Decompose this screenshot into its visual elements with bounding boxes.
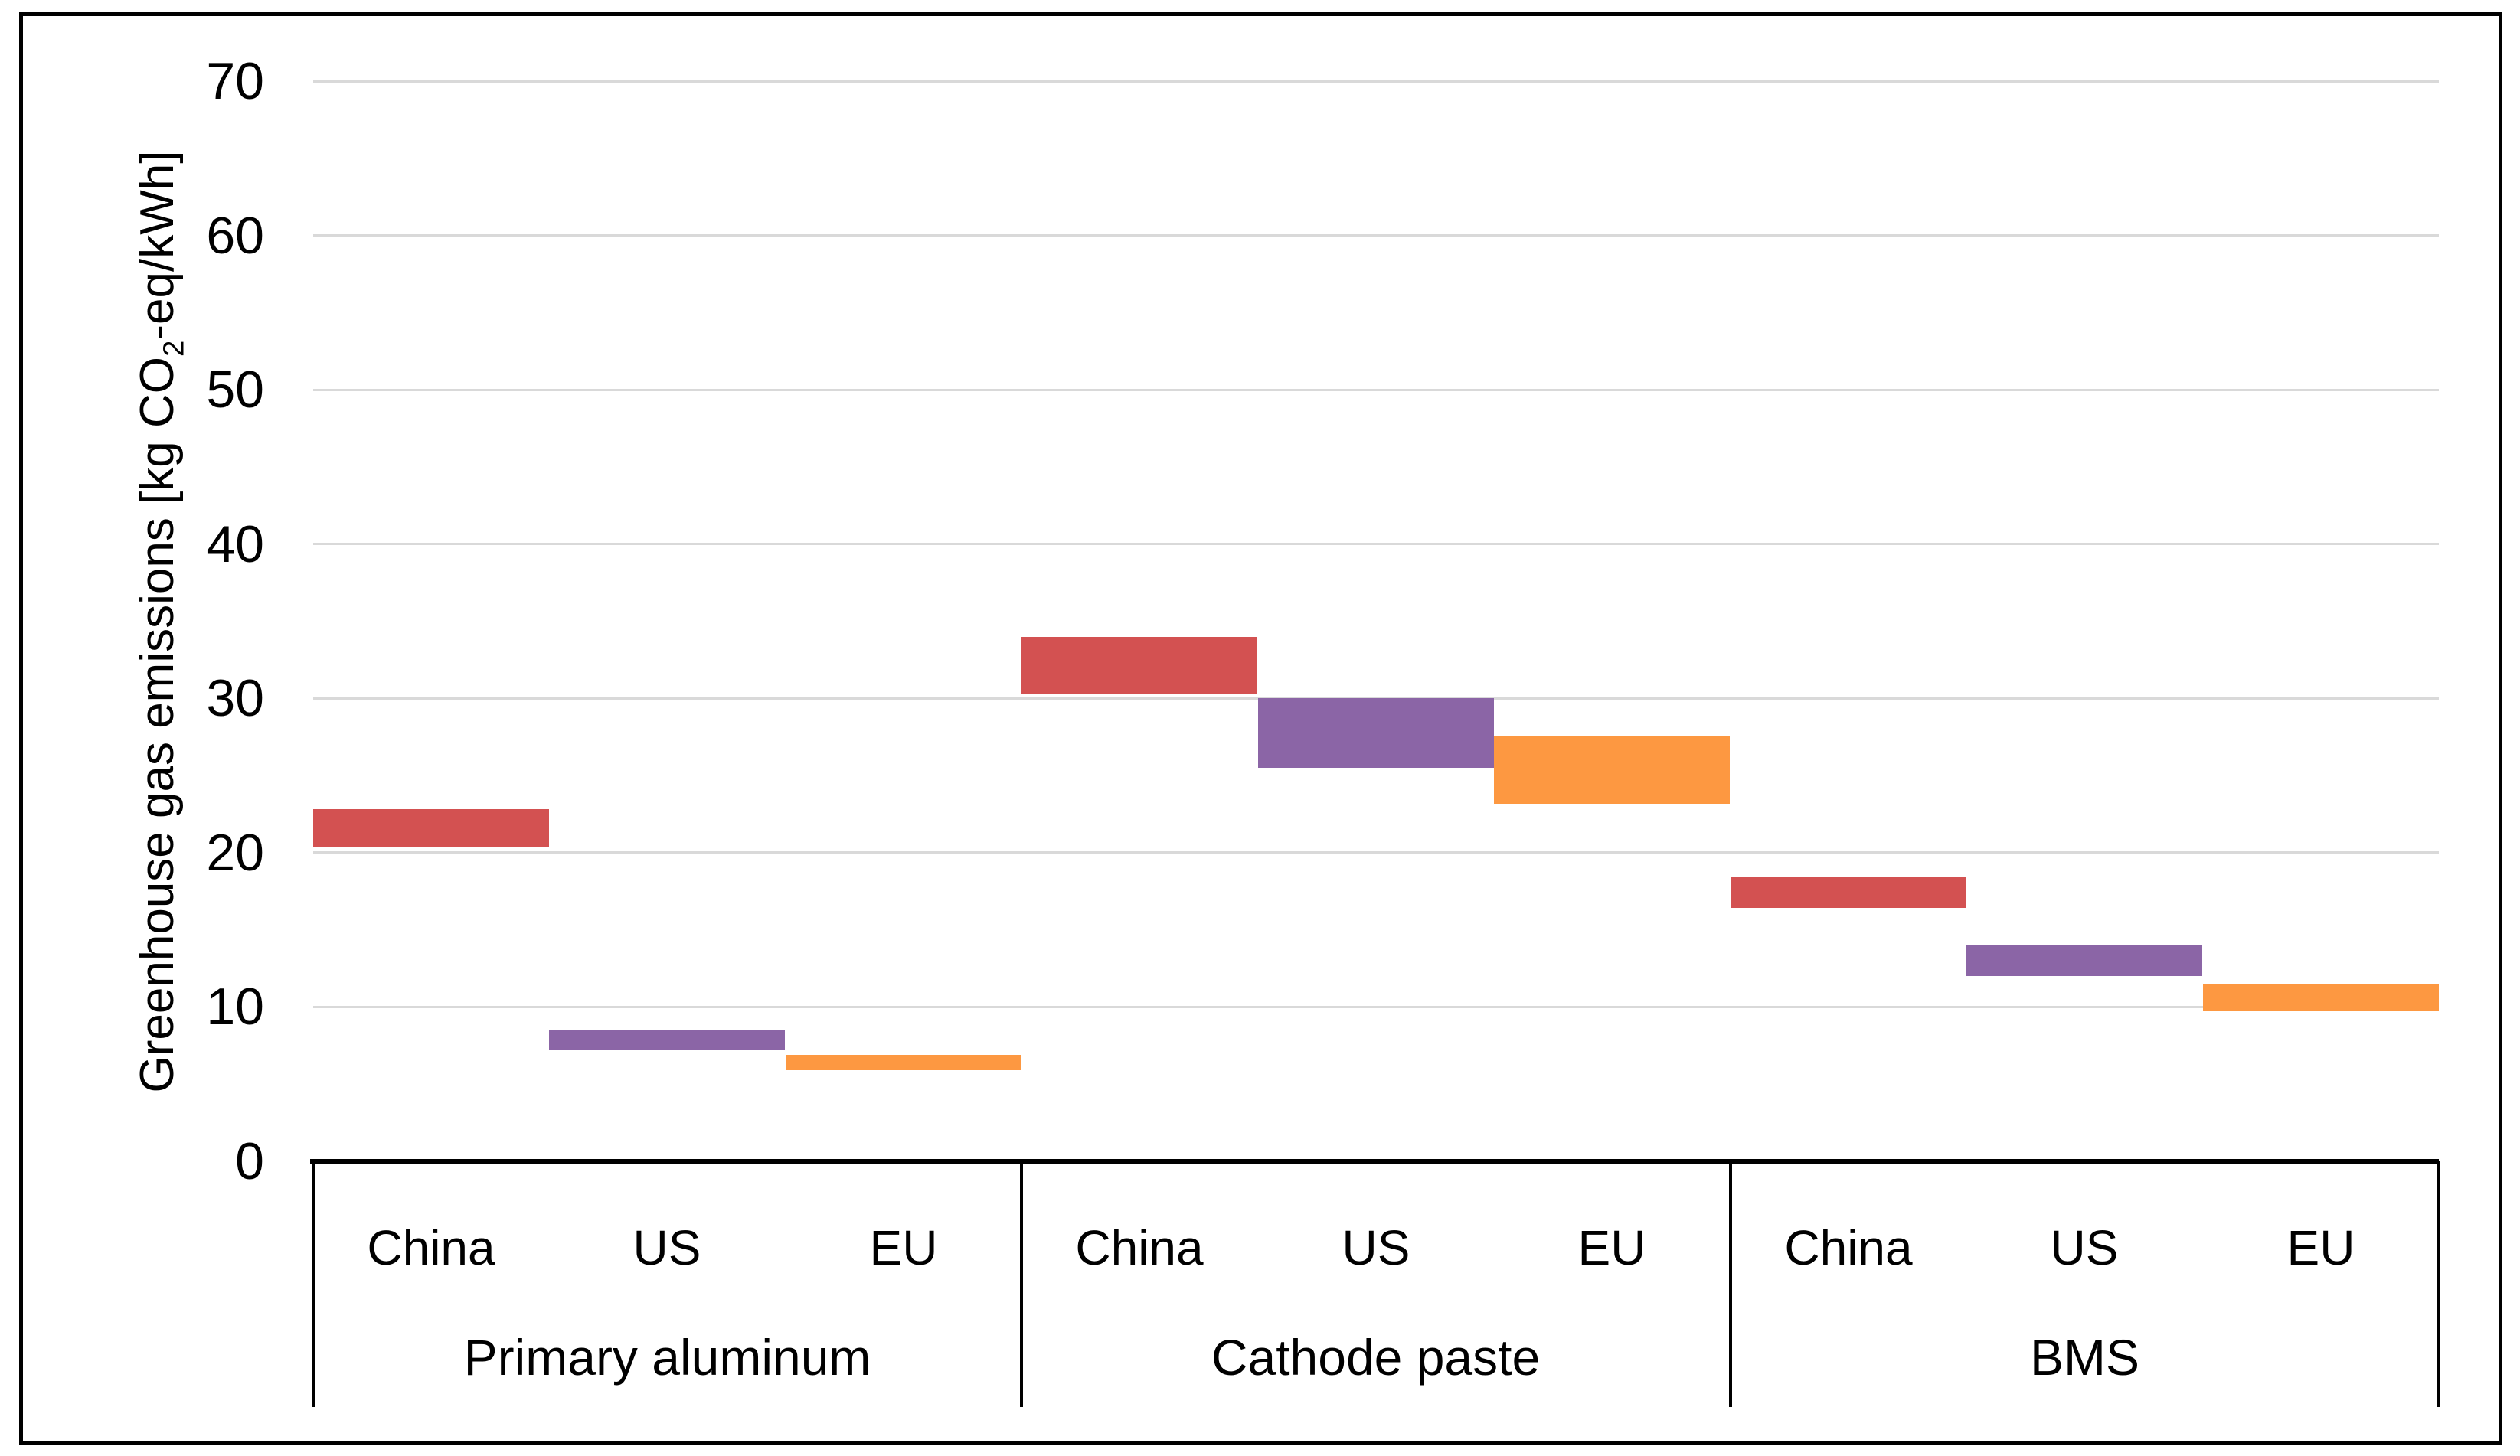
bar-cathode-paste-china [1021, 637, 1257, 694]
x-category-label-primary-aluminum-china: China [367, 1220, 495, 1275]
gridline-40 [313, 543, 2439, 545]
gridline-20 [313, 851, 2439, 854]
bar-cathode-paste-eu [1494, 736, 1730, 804]
y-tick-label-20: 20 [206, 824, 264, 882]
x-category-label-primary-aluminum-eu: EU [869, 1220, 938, 1275]
y-tick-label-10: 10 [206, 978, 264, 1036]
bar-primary-aluminum-us [549, 1030, 785, 1050]
category-box-divider-3 [2437, 1161, 2440, 1407]
y-tick-label-60: 60 [206, 207, 264, 265]
x-category-label-cathode-paste-china: China [1075, 1220, 1204, 1275]
gridline-70 [313, 80, 2439, 83]
x-category-label-cathode-paste-eu: EU [1577, 1220, 1646, 1275]
chart-outer-border [19, 12, 2502, 1445]
bar-primary-aluminum-eu [786, 1055, 1021, 1070]
bar-cathode-paste-us [1258, 698, 1494, 768]
category-box-divider-0 [312, 1161, 315, 1407]
x-group-label-cathode-paste: Cathode paste [1211, 1329, 1541, 1386]
y-tick-label-50: 50 [206, 361, 264, 419]
y-tick-label-70: 70 [206, 52, 264, 110]
bar-bms-china [1731, 877, 1966, 908]
gridline-60 [313, 234, 2439, 237]
bar-bms-eu [2203, 984, 2439, 1011]
bar-bms-us [1966, 945, 2202, 976]
gridline-10 [313, 1006, 2439, 1008]
x-category-label-bms-eu: EU [2286, 1220, 2355, 1275]
y-tick-label-30: 30 [206, 669, 264, 727]
y-axis-title-subscript: 2 [157, 340, 191, 357]
x-category-label-primary-aluminum-us: US [632, 1220, 701, 1275]
y-tick-label-40: 40 [206, 515, 264, 573]
category-box-divider-1 [1020, 1161, 1023, 1407]
bar-primary-aluminum-china [313, 809, 549, 847]
category-box-divider-2 [1729, 1161, 1732, 1407]
gridline-50 [313, 389, 2439, 391]
x-axis-line [310, 1159, 2439, 1164]
x-category-label-cathode-paste-us: US [1342, 1220, 1410, 1275]
x-category-label-bms-china: China [1784, 1220, 1913, 1275]
x-group-label-primary-aluminum: Primary aluminum [463, 1329, 871, 1386]
x-group-label-bms: BMS [2029, 1329, 2140, 1386]
y-tick-label-0: 0 [235, 1132, 264, 1190]
x-category-label-bms-us: US [2050, 1220, 2119, 1275]
